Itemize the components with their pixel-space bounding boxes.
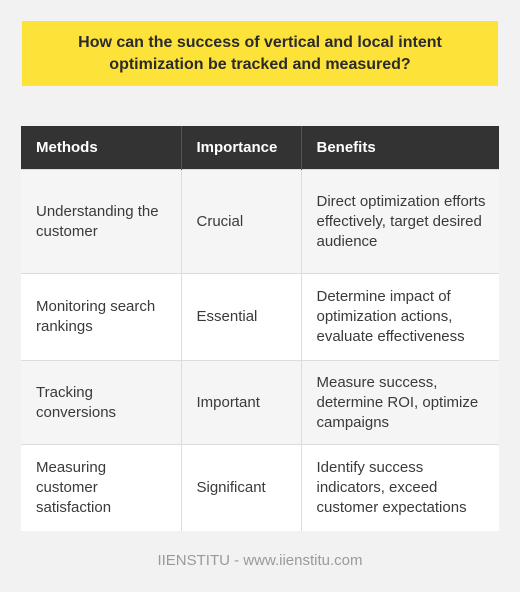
cell-benefits: Determine impact of optimization actions… — [301, 273, 499, 361]
table-row: Monitoring search rankings Essential Det… — [21, 273, 499, 361]
header-benefits: Benefits — [301, 126, 499, 170]
table-header-row: Methods Importance Benefits — [21, 126, 499, 170]
header-importance: Importance — [181, 126, 302, 170]
cell-method: Tracking conversions — [21, 360, 182, 445]
cell-benefits: Identify success indicators, exceed cust… — [301, 444, 499, 531]
cell-importance: Significant — [181, 444, 302, 531]
cell-importance: Essential — [181, 273, 302, 361]
table-row: Understanding the customer Crucial Direc… — [21, 169, 499, 274]
footer-credit: IIENSTITU - www.iienstitu.com — [157, 552, 363, 569]
cell-method: Measuring customer satisfaction — [21, 444, 182, 531]
methods-table: Methods Importance Benefits Understandin… — [21, 126, 499, 531]
cell-method: Monitoring search rankings — [21, 273, 182, 361]
cell-importance: Important — [181, 360, 302, 445]
cell-benefits: Measure success, determine ROI, optimize… — [301, 360, 499, 445]
cell-benefits: Direct optimization efforts effectively,… — [301, 169, 499, 274]
page-title: How can the success of vertical and loca… — [78, 33, 442, 73]
cell-importance: Crucial — [181, 169, 302, 274]
table-row: Measuring customer satisfaction Signific… — [21, 444, 499, 531]
table-row: Tracking conversions Important Measure s… — [21, 360, 499, 445]
header-methods: Methods — [21, 126, 182, 170]
title-banner: How can the success of vertical and loca… — [22, 21, 498, 86]
cell-method: Understanding the customer — [21, 169, 182, 274]
